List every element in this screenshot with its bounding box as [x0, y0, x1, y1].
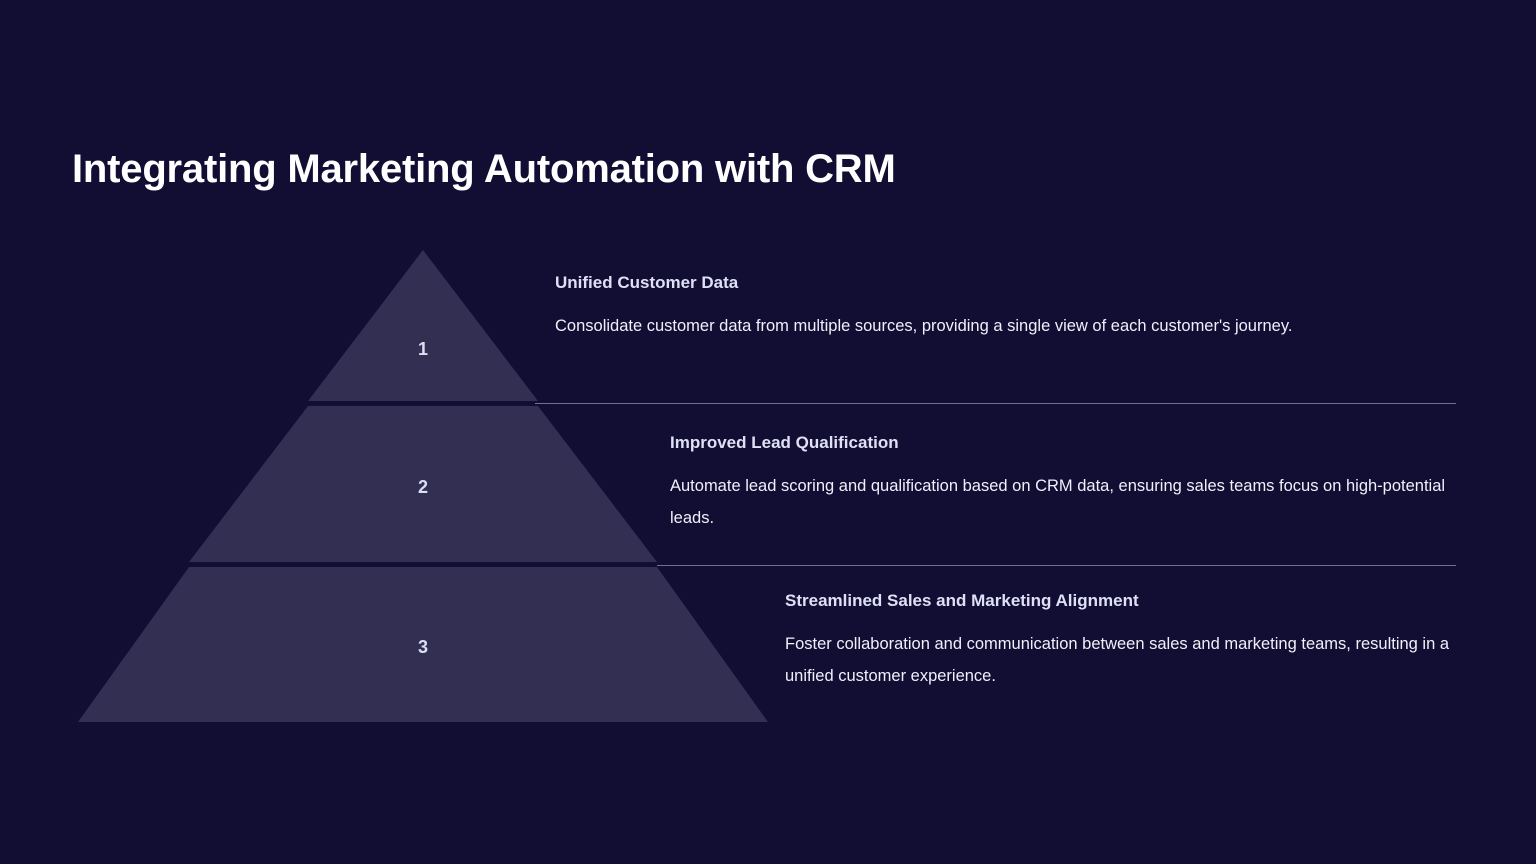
row-separator-2 — [657, 565, 1456, 566]
content-row-3: Streamlined Sales and Marketing Alignmen… — [785, 590, 1465, 692]
content-row-1: Unified Customer Data Consolidate custom… — [555, 272, 1465, 342]
pyramid-tier-1 — [308, 250, 538, 401]
pyramid-tier-number-2: 2 — [417, 477, 428, 497]
row-heading-2: Improved Lead Qualification — [670, 433, 899, 452]
row-body-2: Automate lead scoring and qualification … — [670, 477, 1446, 528]
row-body-3: Foster collaboration and communication b… — [785, 635, 1450, 686]
pyramid-tier-number-3: 3 — [417, 637, 428, 657]
row-body-1: Consolidate customer data from multiple … — [555, 317, 1293, 336]
row-heading-3: Streamlined Sales and Marketing Alignmen… — [785, 591, 1139, 610]
page-title: Integrating Marketing Automation with CR… — [72, 147, 896, 191]
pyramid-tier-number-1: 1 — [417, 339, 428, 359]
row-heading-1: Unified Customer Data — [555, 273, 739, 292]
row-separator-1 — [535, 403, 1456, 404]
content-row-2: Improved Lead Qualification Automate lea… — [670, 432, 1465, 534]
